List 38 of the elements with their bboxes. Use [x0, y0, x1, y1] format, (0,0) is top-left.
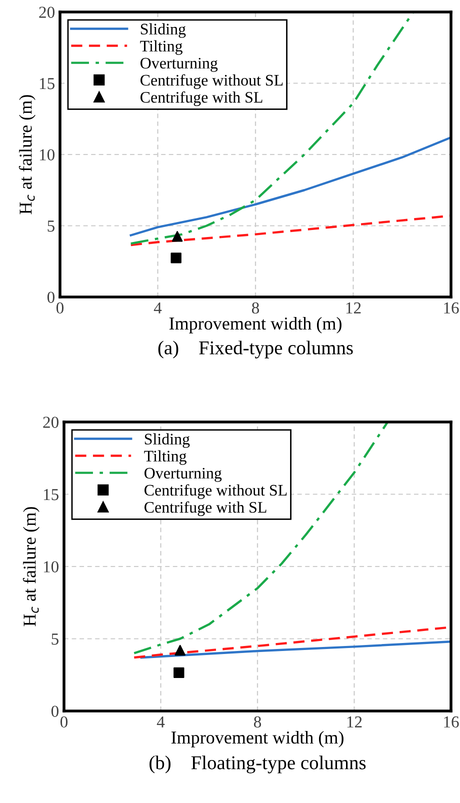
y-axis-title: H$_{c}$ at failure (m)	[22, 507, 40, 626]
x-axis-title: Improvement width (m)	[169, 316, 342, 334]
line-series	[133, 422, 389, 654]
y-tick-label: 20	[39, 6, 55, 18]
text: (a) Fixed-type columns	[158, 340, 353, 358]
legend-label: Overturning	[144, 468, 222, 482]
y-axis-title: H$_{c}$ at failure (m)	[18, 95, 36, 214]
y-tick-label: 0	[51, 706, 59, 717]
y-tick-label: 20	[43, 416, 59, 428]
x-tick-label: 16	[444, 716, 459, 728]
legend-label: Sliding	[144, 433, 190, 448]
y-tick-label: 15	[44, 489, 58, 500]
x-tick-label: 16	[444, 302, 459, 314]
legend-label: Centrifuge without SL	[140, 74, 283, 89]
x-tick-label: 12	[347, 716, 362, 728]
line-series	[140, 640, 451, 659]
legend-label: Centrifuge without SL	[144, 484, 287, 499]
line-series	[130, 136, 451, 236]
x-tick-label: 8	[254, 716, 262, 728]
legend-label: Centrifuge with SL	[140, 91, 262, 106]
y-tick-label: 5	[48, 220, 54, 232]
y-tick-label: 10	[40, 149, 55, 160]
y-tick-label: 10	[44, 561, 59, 572]
legend-label: Overturning	[140, 58, 218, 72]
x-tick-label: 12	[346, 302, 361, 314]
x-tick-label: 4	[156, 716, 165, 728]
x-tick-label: 8	[252, 302, 260, 314]
y-tick-label: 15	[40, 78, 54, 90]
text: (b) Floating-type columns	[150, 756, 366, 774]
x-tick-label: 0	[60, 716, 68, 728]
legend-label: Tilting	[144, 450, 186, 465]
x-tick-label: 4	[154, 302, 162, 314]
legend-label: Sliding	[140, 23, 186, 38]
y-tick-label: 5	[52, 634, 58, 645]
y-tick-label: 0	[47, 292, 55, 303]
x-axis-title: Improvement width (m)	[171, 730, 344, 748]
legend-label: Tilting	[140, 40, 182, 55]
legend-label: Centrifuge with SL	[144, 501, 266, 516]
